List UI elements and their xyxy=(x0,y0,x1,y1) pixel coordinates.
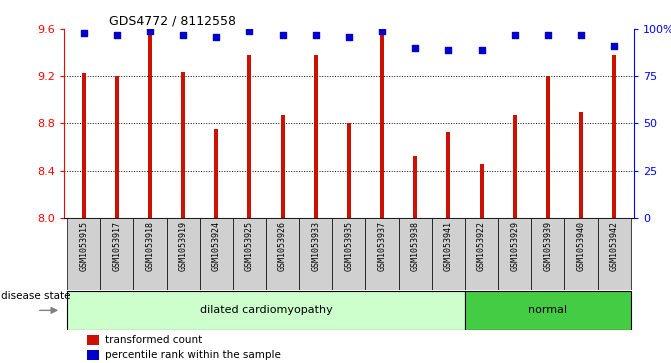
Text: dilated cardiomyopathy: dilated cardiomyopathy xyxy=(200,305,332,315)
Text: GSM1053917: GSM1053917 xyxy=(112,221,121,272)
Bar xyxy=(233,218,266,290)
Point xyxy=(178,32,189,38)
Text: percentile rank within the sample: percentile rank within the sample xyxy=(105,350,280,360)
Text: normal: normal xyxy=(528,305,568,315)
Bar xyxy=(87,350,99,360)
Text: GSM1053940: GSM1053940 xyxy=(576,221,586,272)
Bar xyxy=(366,218,399,290)
Bar xyxy=(115,76,119,218)
Bar xyxy=(67,218,100,290)
Text: GSM1053933: GSM1053933 xyxy=(311,221,320,272)
Text: disease state: disease state xyxy=(1,291,70,301)
Bar xyxy=(82,73,86,218)
Bar xyxy=(380,33,384,218)
Bar xyxy=(214,129,218,218)
Bar xyxy=(200,218,233,290)
Point xyxy=(443,47,454,53)
Bar xyxy=(498,218,531,290)
Text: GSM1053919: GSM1053919 xyxy=(178,221,188,272)
Point xyxy=(576,32,586,38)
Point xyxy=(476,47,487,53)
Point xyxy=(376,28,387,34)
Bar xyxy=(612,55,616,218)
Point xyxy=(244,28,255,34)
Text: GSM1053918: GSM1053918 xyxy=(146,221,154,272)
Text: GSM1053935: GSM1053935 xyxy=(344,221,354,272)
Text: GSM1053942: GSM1053942 xyxy=(610,221,619,272)
Text: transformed count: transformed count xyxy=(105,335,202,345)
Bar xyxy=(332,218,366,290)
Bar xyxy=(87,335,99,345)
Bar xyxy=(280,115,285,218)
Bar xyxy=(347,123,351,218)
Point xyxy=(311,32,321,38)
Bar xyxy=(531,218,564,290)
Bar xyxy=(446,132,450,218)
Bar xyxy=(579,111,583,218)
Bar xyxy=(299,218,332,290)
Text: GSM1053929: GSM1053929 xyxy=(510,221,519,272)
Bar xyxy=(100,218,134,290)
Bar xyxy=(598,218,631,290)
Text: GSM1053925: GSM1053925 xyxy=(245,221,254,272)
Text: GSM1053926: GSM1053926 xyxy=(278,221,287,272)
Bar xyxy=(399,218,432,290)
Bar xyxy=(480,163,484,218)
Bar xyxy=(564,218,598,290)
Bar xyxy=(181,72,185,218)
Bar xyxy=(148,33,152,218)
Bar xyxy=(248,55,252,218)
Text: GSM1053939: GSM1053939 xyxy=(544,221,552,272)
Point xyxy=(410,45,421,51)
Point xyxy=(144,28,155,34)
Bar xyxy=(134,218,166,290)
Text: GSM1053924: GSM1053924 xyxy=(212,221,221,272)
Point xyxy=(543,32,554,38)
Bar xyxy=(546,76,550,218)
Text: GSM1053937: GSM1053937 xyxy=(378,221,386,272)
Bar xyxy=(67,291,465,330)
Text: GSM1053938: GSM1053938 xyxy=(411,221,420,272)
Text: GDS4772 / 8112558: GDS4772 / 8112558 xyxy=(109,15,236,28)
Bar xyxy=(465,218,498,290)
Bar xyxy=(266,218,299,290)
Bar xyxy=(465,291,631,330)
Bar xyxy=(513,115,517,218)
Point xyxy=(79,30,89,36)
Text: GSM1053915: GSM1053915 xyxy=(79,221,88,272)
Point xyxy=(277,32,288,38)
Point xyxy=(509,32,520,38)
Point xyxy=(111,32,122,38)
Bar xyxy=(166,218,200,290)
Bar xyxy=(432,218,465,290)
Point xyxy=(211,34,221,40)
Point xyxy=(609,43,619,49)
Bar xyxy=(314,55,318,218)
Text: GSM1053922: GSM1053922 xyxy=(477,221,486,272)
Bar xyxy=(413,156,417,218)
Point xyxy=(344,34,354,40)
Text: GSM1053941: GSM1053941 xyxy=(444,221,453,272)
